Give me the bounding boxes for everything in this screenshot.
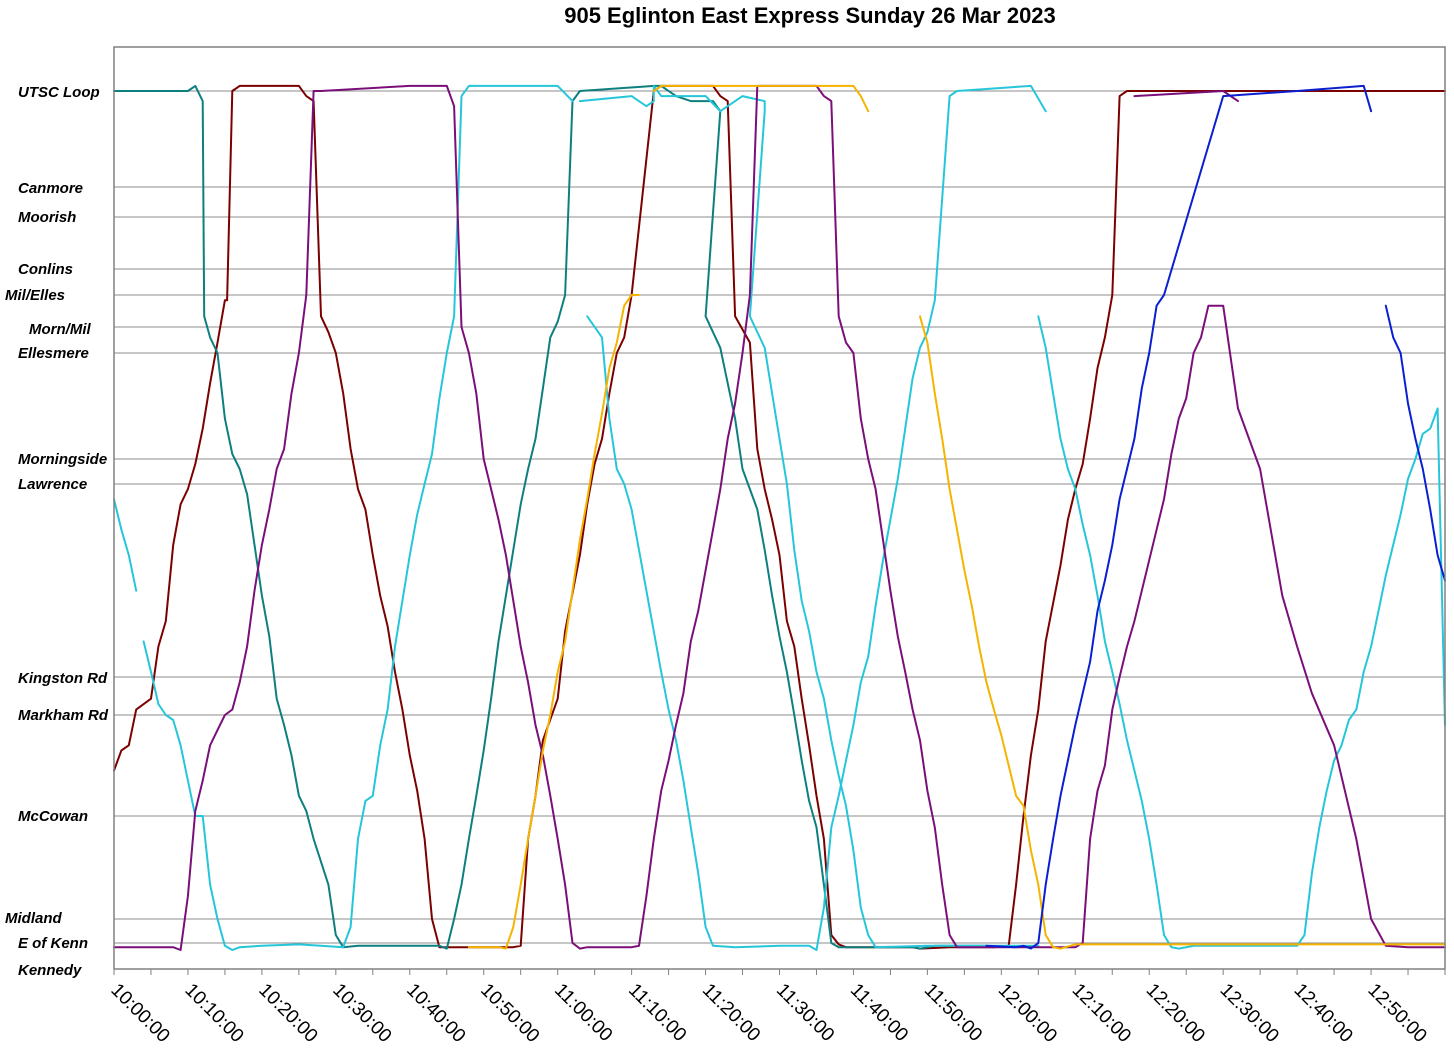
x-tick-label: 11:00:00 bbox=[550, 980, 616, 1046]
stop-label: Conlins bbox=[18, 261, 73, 278]
stop-label: Midland bbox=[5, 910, 62, 927]
chart-title: 905 Eglinton East Express Sunday 26 Mar … bbox=[564, 3, 1056, 28]
trip-line-cyan-b bbox=[142, 84, 574, 951]
stop-label: Morn/Mil bbox=[29, 321, 91, 338]
x-tick-label: 10:20:00 bbox=[254, 980, 321, 1047]
trip-line-teal bbox=[113, 84, 988, 950]
x-tick-label: 10:40:00 bbox=[402, 980, 469, 1047]
x-tick-label: 12:20:00 bbox=[1142, 980, 1209, 1047]
x-tick-label: 12:40:00 bbox=[1290, 980, 1357, 1047]
x-tick-label: 10:10:00 bbox=[180, 980, 247, 1047]
trip-line-blue-b bbox=[1384, 304, 1446, 582]
x-tick-label: 12:00:00 bbox=[994, 980, 1061, 1047]
plot-frame bbox=[113, 46, 1446, 970]
stop-label: Lawrence bbox=[18, 476, 87, 493]
stop-label: E of Kenn bbox=[18, 935, 88, 952]
trip-line-cyan-e bbox=[1037, 315, 1446, 950]
stop-label: Ellesmere bbox=[18, 345, 89, 362]
stop-label: UTSC Loop bbox=[18, 84, 100, 101]
trip-line-amber-b bbox=[652, 84, 870, 113]
x-tick-label: 12:30:00 bbox=[1216, 980, 1283, 1047]
stop-labels: UTSC Loop Canmore Moorish Conlins Mil/Elles M… bbox=[5, 84, 109, 979]
stop-label: Moorish bbox=[18, 209, 76, 226]
trip-line-amber-c bbox=[919, 315, 1446, 950]
x-tick-label: 11:40:00 bbox=[846, 980, 912, 1046]
x-tick-label: 11:10:00 bbox=[624, 980, 690, 1046]
x-tick-label: 12:10:00 bbox=[1068, 980, 1135, 1047]
trip-line-purple bbox=[113, 84, 1446, 951]
trip-line-maroon bbox=[113, 84, 1446, 950]
stop-label: Morningside bbox=[18, 451, 107, 468]
stop-label: McCowan bbox=[18, 808, 88, 825]
trip-line-cyan-a bbox=[113, 498, 138, 592]
stop-label: Mil/Elles bbox=[5, 287, 65, 304]
trip-line-purple-b bbox=[1133, 90, 1239, 103]
x-tick-label: 11:20:00 bbox=[698, 980, 764, 1046]
x-tick-label: 12:50:00 bbox=[1364, 980, 1431, 1047]
stop-label: Markham Rd bbox=[18, 707, 109, 724]
stop-label: Canmore bbox=[18, 180, 83, 197]
x-tick-label: 10:30:00 bbox=[328, 980, 395, 1047]
x-tick-label: 10:00:00 bbox=[106, 980, 173, 1047]
time-axis: 10:00:00 10:10:00 10:20:00 10:30:00 10:40:00… bbox=[106, 969, 1446, 1047]
x-tick-label: 11:30:00 bbox=[772, 980, 838, 1046]
stop-gridlines bbox=[114, 90, 1445, 944]
x-tick-label: 11:50:00 bbox=[920, 980, 986, 1046]
trip-line-cyan-d bbox=[586, 84, 1047, 951]
trip-lines bbox=[113, 84, 1446, 951]
stop-label: Kennedy bbox=[18, 962, 82, 979]
trip-line-amber bbox=[467, 294, 640, 950]
stop-label: Kingston Rd bbox=[18, 670, 108, 687]
x-tick-label: 10:50:00 bbox=[476, 980, 543, 1047]
trip-line-cyan-c bbox=[578, 84, 1040, 949]
trip-line-blue bbox=[985, 84, 1373, 950]
